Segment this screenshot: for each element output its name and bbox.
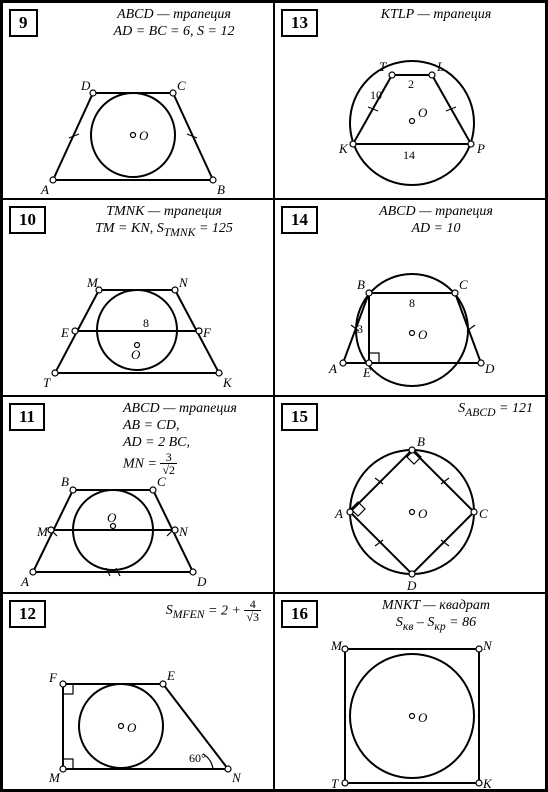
figure-16: M N K T O: [275, 634, 545, 789]
svg-text:L: L: [436, 59, 444, 74]
cell-9: 9 ABCD — трапеция AD = BC = 6, S = 12 A …: [2, 2, 274, 199]
svg-text:E: E: [362, 365, 371, 380]
svg-text:C: C: [177, 78, 186, 93]
svg-text:O: O: [139, 128, 149, 143]
svg-text:T: T: [379, 59, 387, 74]
conditions: SMFEN = 2 + 4√3: [83, 598, 261, 624]
cell-16: 16 MNKT — квадратSкв – Sкр = 86 M N K T …: [274, 593, 546, 790]
svg-text:C: C: [459, 277, 468, 292]
svg-text:A: A: [328, 361, 337, 376]
conditions: ABCD — трапеция AD = 10: [335, 204, 537, 238]
svg-text:B: B: [217, 182, 225, 197]
svg-text:C: C: [157, 474, 166, 489]
svg-text:K: K: [338, 141, 349, 156]
conditions: ABCD — трапеция AD = BC = 6, S = 12: [83, 7, 265, 41]
svg-text:B: B: [357, 277, 365, 292]
svg-text:C: C: [479, 506, 488, 521]
figure-13: K P L T O 2 10 14: [275, 33, 545, 198]
figure-11: A D C B M N O: [3, 442, 273, 592]
figure-9: A B C D O: [3, 50, 273, 198]
svg-text:14: 14: [403, 148, 415, 162]
cell-number: 12: [9, 600, 46, 628]
cell-number: 10: [9, 206, 46, 234]
svg-text:A: A: [20, 574, 29, 589]
svg-text:D: D: [80, 78, 91, 93]
svg-text:O: O: [418, 327, 428, 342]
svg-text:D: D: [196, 574, 207, 589]
svg-text:N: N: [178, 524, 189, 539]
svg-text:F: F: [202, 325, 212, 340]
figure-14: A D C B E O 8 3: [275, 245, 545, 395]
svg-text:B: B: [417, 434, 425, 449]
svg-text:N: N: [231, 770, 242, 785]
conditions: SABCD = 121: [395, 401, 533, 420]
svg-text:K: K: [482, 776, 493, 789]
svg-text:A: A: [334, 506, 343, 521]
figure-12: M N E F O 60°: [3, 634, 273, 789]
svg-text:E: E: [60, 325, 69, 340]
cell-number: 14: [281, 206, 318, 234]
svg-text:M: M: [330, 638, 343, 653]
svg-text:N: N: [178, 275, 189, 290]
svg-text:2: 2: [408, 77, 414, 91]
cell-13: 13 KTLP — трапеция K P L T O 2 10 14: [274, 2, 546, 199]
cell-number: 16: [281, 600, 318, 628]
svg-text:10: 10: [370, 88, 382, 102]
svg-text:M: M: [48, 770, 61, 785]
svg-text:O: O: [418, 105, 428, 120]
svg-text:O: O: [418, 506, 428, 521]
svg-text:T: T: [43, 375, 51, 390]
cell-12: 12 SMFEN = 2 + 4√3 M N E F O 60°: [2, 593, 274, 790]
conditions: TMNK — трапецияTM = KN, STMNK = 125: [63, 204, 265, 240]
svg-text:O: O: [107, 510, 117, 525]
problem-grid: 9 ABCD — трапеция AD = BC = 6, S = 12 A …: [0, 0, 548, 792]
cell-15: 15 SABCD = 121 A B C D O: [274, 396, 546, 593]
svg-text:D: D: [484, 361, 495, 376]
figure-10: T K N M E F O 8: [3, 245, 273, 395]
svg-text:T: T: [331, 776, 339, 789]
svg-text:E: E: [166, 668, 175, 683]
conditions: KTLP — трапеция: [335, 7, 537, 24]
svg-text:M: M: [86, 275, 99, 290]
svg-text:8: 8: [143, 316, 149, 330]
svg-text:60°: 60°: [189, 751, 206, 765]
conditions: MNKT — квадратSкв – Sкр = 86: [335, 598, 537, 634]
cell-14: 14 ABCD — трапеция AD = 10 A D C B E O 8…: [274, 199, 546, 396]
svg-text:K: K: [222, 375, 233, 390]
svg-text:D: D: [406, 578, 417, 592]
svg-text:O: O: [131, 347, 141, 362]
svg-text:P: P: [476, 141, 485, 156]
figure-15: A B C D O: [275, 422, 545, 592]
svg-text:M: M: [36, 524, 49, 539]
cell-11: 11 ABCD — трапецияAB = CD,AD = 2 BC,MN =…: [2, 396, 274, 593]
cell-number: 9: [9, 9, 38, 37]
svg-text:3: 3: [357, 322, 363, 336]
svg-text:A: A: [40, 182, 49, 197]
svg-text:O: O: [127, 720, 137, 735]
svg-text:F: F: [48, 670, 58, 685]
svg-text:N: N: [482, 638, 493, 653]
cell-number: 11: [9, 403, 45, 431]
cell-10: 10 TMNK — трапецияTM = KN, STMNK = 125 T…: [2, 199, 274, 396]
svg-text:8: 8: [409, 296, 415, 310]
svg-text:O: O: [418, 710, 428, 725]
svg-text:B: B: [61, 474, 69, 489]
